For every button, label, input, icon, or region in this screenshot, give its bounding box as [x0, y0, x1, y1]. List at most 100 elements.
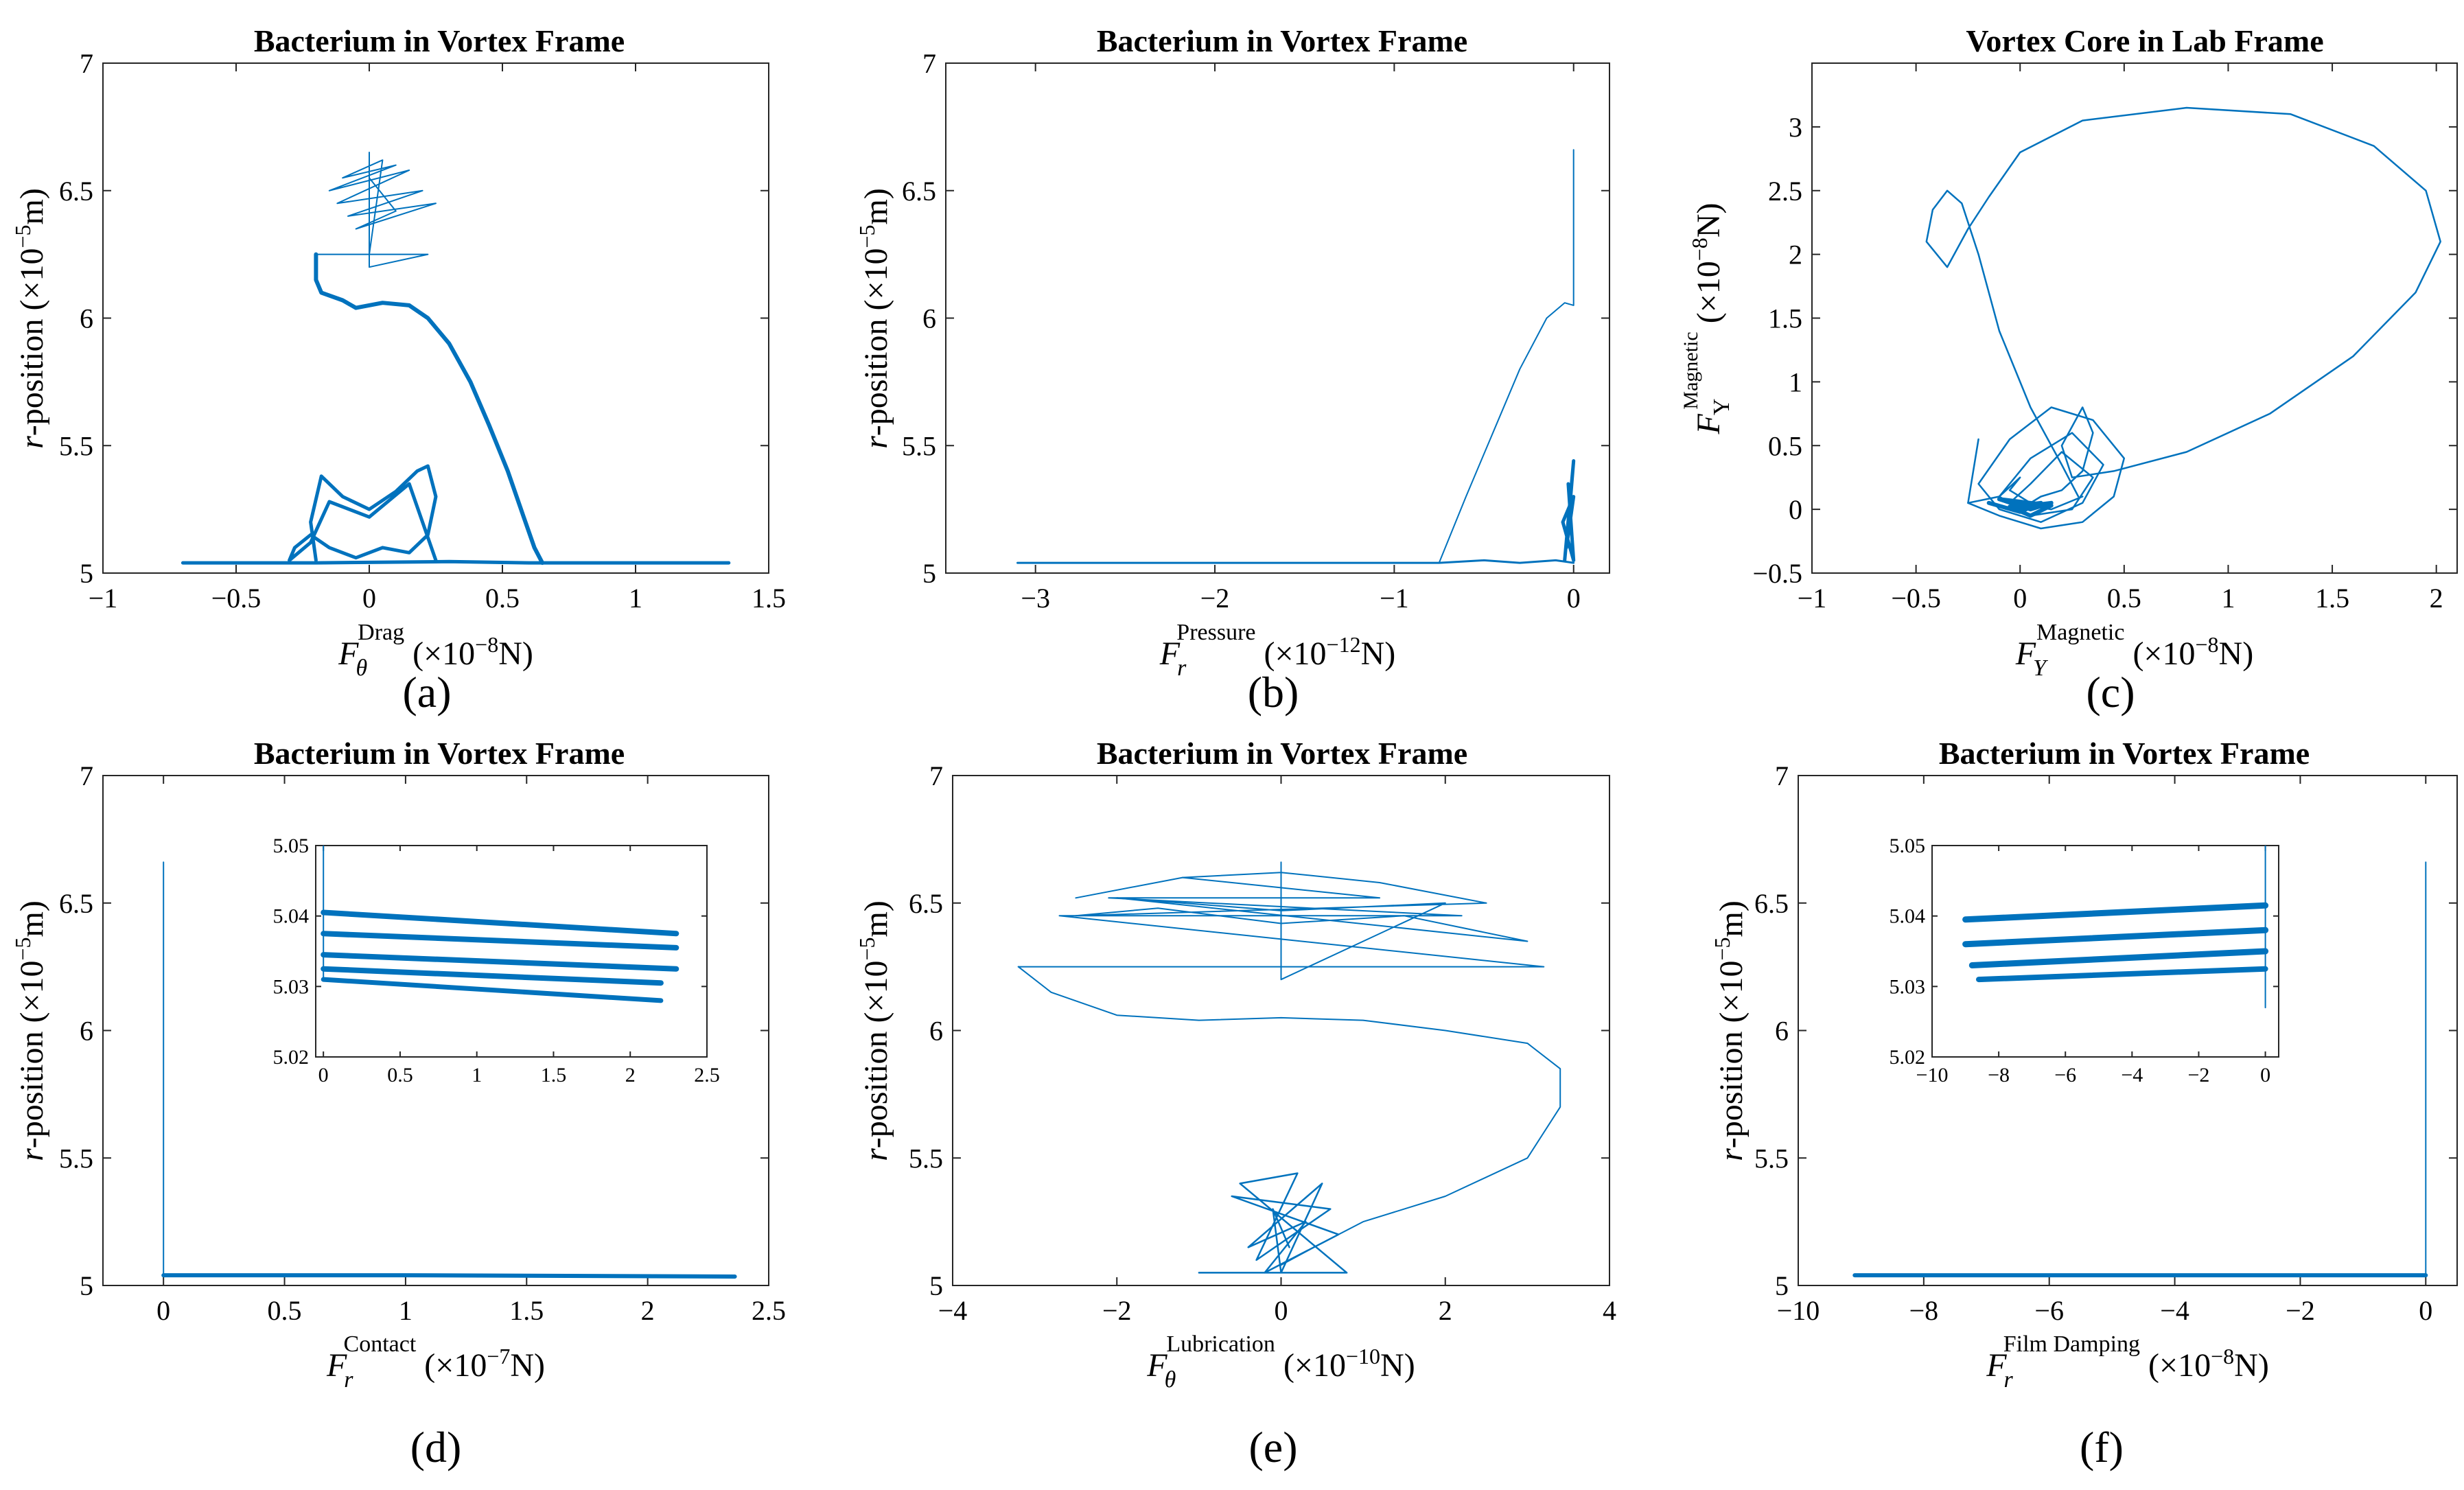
chart-panel-f: Bacterium in Vortex Frame −10 −8 −6 −4 −2 0 5 5.… [1710, 736, 2458, 1471]
x-tick-label: −10 [1777, 1295, 1820, 1326]
x-tick-label: −2 [1102, 1295, 1132, 1326]
inset-y-tick-label: 5.03 [1890, 975, 1926, 998]
y-tick-label: 6 [922, 303, 936, 334]
panel-label: (f) [2080, 1423, 2124, 1471]
inset-x-tick-label: −10 [1916, 1064, 1949, 1086]
inset-chart: 0 0.5 1 1.5 2 2.5 5.02 5.03 5.04 5.05 [273, 835, 720, 1086]
x-axis-label: FYMagnetic (×10−8N) [2015, 620, 2253, 681]
x-tick-label: −6 [2034, 1295, 2064, 1326]
chart-panel-c: Vortex Core in Lab Frame−1 −0.5 0 0.5 1 1.5 2−… [1680, 23, 2458, 717]
x-tick-label: −2 [1200, 583, 1230, 614]
x-tick-label: 1.5 [2315, 583, 2349, 614]
y-tick-label: 5 [80, 558, 93, 589]
y-tick-label: 5.5 [59, 1143, 93, 1174]
x-tick-label: 2 [2430, 583, 2443, 614]
y-tick-label: 5.5 [902, 430, 936, 461]
x-tick-label: 4 [1603, 1295, 1616, 1326]
series-top-traces [1075, 861, 1529, 981]
inset-y-tick-label: 5.04 [1890, 905, 1926, 928]
inset-series-band-mid-1 [321, 931, 679, 951]
axes-box [945, 62, 1610, 574]
x-axis-label: FθDrag (×10−8N) [338, 620, 533, 681]
chart-panel-a: Bacterium in Vortex Frame −1 −0.5 0 0.5 1 1.5 5… [10, 23, 786, 717]
y-axis-label: r-position (×10−5m) [10, 900, 50, 1161]
x-tick-label: 0.5 [485, 583, 520, 614]
chart-title: Bacterium in Vortex Frame [1939, 736, 2310, 771]
y-tick-label: 6 [80, 303, 93, 334]
inset-x-tick-label: 0 [318, 1064, 329, 1086]
x-tick-label: −4 [938, 1295, 968, 1326]
chart-title: Vortex Core in Lab Frame [1966, 23, 2323, 58]
y-tick-label: 3 [1789, 112, 1802, 143]
y-tick-label: 6 [80, 1016, 93, 1047]
inset-x-tick-label: 1 [472, 1064, 482, 1086]
series-baseline [1016, 559, 1575, 564]
inset-series-band-top [1962, 902, 2269, 923]
y-tick-label: 5.5 [59, 430, 93, 461]
y-axis-label: r-position (×10−5m) [10, 188, 50, 449]
x-tick-label: 1 [399, 1295, 412, 1326]
panel-label: (c) [2086, 668, 2135, 717]
y-tick-label: 6.5 [59, 176, 93, 207]
chart-panel-b: Bacterium in Vortex Frame −3 −2 −1 0 5 5.5 6 6.5… [855, 23, 1610, 717]
panel-label: (a) [402, 668, 451, 717]
y-tick-label: 0.5 [1768, 430, 1802, 461]
inset-x-tick-label: 2.5 [694, 1064, 720, 1086]
y-tick-label: 2.5 [1768, 176, 1802, 207]
chart-panel-e: Bacterium in Vortex Frame −4 −2 0 2 4 5 5.5 6 6.5… [855, 736, 1616, 1471]
panel-label: (d) [410, 1423, 462, 1471]
chart-title: Bacterium in Vortex Frame [254, 736, 625, 771]
y-tick-label: 6.5 [902, 176, 936, 207]
series-left-segment [1967, 438, 2032, 504]
y-tick-label: 7 [1775, 760, 1789, 791]
series-trajectory [1925, 106, 2441, 511]
x-axis-label: FθLubrication (×10−10N) [1146, 1331, 1415, 1393]
x-axis-label: FrPressure (×10−12N) [1159, 620, 1396, 681]
inset-x-tick-label: −6 [2054, 1064, 2076, 1086]
x-tick-label: 0 [156, 1295, 170, 1326]
y-tick-label: 7 [922, 48, 936, 79]
x-tick-label: −1 [1380, 583, 1409, 614]
x-axis-label: FrContact (×10−7N) [326, 1331, 545, 1393]
y-tick-label: 1.5 [1768, 303, 1802, 334]
x-axis-label: FrFilm Damping (×10−8N) [1986, 1331, 2269, 1393]
series-rise [1438, 149, 1574, 564]
axes-box [1811, 62, 2458, 574]
inset-background [316, 846, 707, 1057]
series-s-curve [1017, 966, 1561, 1266]
x-tick-label: 0 [362, 583, 376, 614]
x-tick-label: −0.5 [211, 583, 261, 614]
inset-chart: −10 −8 −6 −4 −2 0 5.02 5.03 5.04 5.05 [1890, 835, 2279, 1086]
x-tick-label: −1 [1798, 583, 1827, 614]
x-tick-label: −2 [2286, 1295, 2315, 1326]
series-near-zero [1561, 459, 1576, 562]
y-tick-label: 6.5 [909, 888, 943, 919]
chart-title: Bacterium in Vortex Frame [1097, 23, 1467, 58]
series-baseline [161, 1273, 737, 1279]
y-tick-label: 7 [80, 760, 93, 791]
y-tick-label: 2 [1789, 240, 1802, 270]
series-core-tangle [1986, 497, 2054, 518]
x-tick-label: 0 [1275, 1295, 1288, 1326]
panel-label: (b) [1248, 668, 1299, 717]
x-tick-label: 0 [2013, 583, 2027, 614]
x-tick-label: 2.5 [752, 1295, 786, 1326]
inset-x-tick-label: 0 [2260, 1064, 2270, 1086]
inset-x-tick-label: 1.5 [541, 1064, 567, 1086]
y-tick-label: 6 [929, 1016, 943, 1047]
x-tick-label: −1 [89, 583, 118, 614]
y-tick-label: 5 [1775, 1270, 1789, 1301]
y-tick-label: 5 [80, 1270, 93, 1301]
inset-x-tick-label: −4 [2121, 1064, 2143, 1086]
series-upper-cluster [315, 152, 437, 268]
chart-panel-d: Bacterium in Vortex Frame 0 0.5 1 1.5 2 2.5 5 5.… [10, 736, 786, 1471]
x-tick-label: −8 [1909, 1295, 1939, 1326]
inset-series-band-bottom [321, 977, 664, 1003]
inset-series-band-mid-3 [321, 966, 664, 986]
inset-axes-box [1931, 845, 2279, 1058]
x-tick-label: 0.5 [268, 1295, 302, 1326]
inset-y-tick-label: 5.02 [273, 1046, 310, 1069]
inset-y-tick-label: 5.04 [273, 905, 310, 928]
y-tick-label: 5.5 [909, 1143, 943, 1174]
